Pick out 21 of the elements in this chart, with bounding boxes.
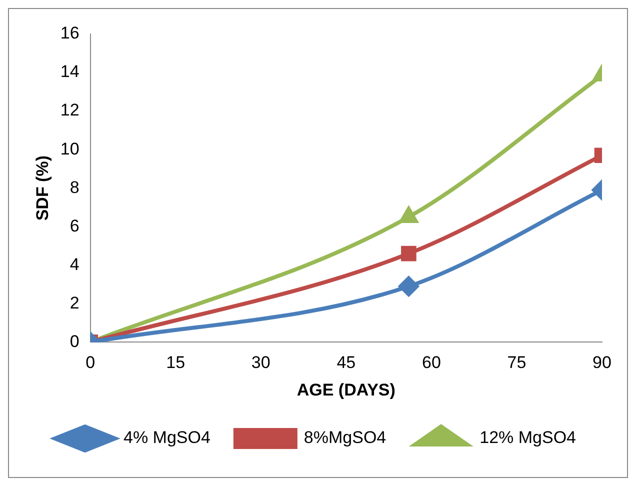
y-tick-label: 10 (60, 139, 80, 158)
y-axis-title: SDF (%) (32, 156, 52, 221)
y-tick-label: 4 (70, 254, 80, 274)
x-tick-label: 15 (166, 353, 186, 372)
x-tick-label: 75 (507, 353, 526, 372)
y-tick-label: 6 (70, 216, 80, 236)
y-tick-label: 0 (70, 332, 80, 351)
y-tick-label: 2 (70, 293, 80, 312)
y-tick-label: 14 (60, 62, 80, 82)
legend-label: 8%MgSO4 (304, 428, 386, 448)
legend-label: 12% MgSO4 (480, 428, 576, 448)
x-tick-label: 0 (86, 353, 96, 372)
x-tick-label: 60 (422, 353, 441, 372)
x-tick-label: 45 (336, 353, 356, 372)
x-tick-label: 90 (592, 353, 612, 372)
y-tick-label: 16 (60, 24, 80, 43)
legend-label: 4% MgSO4 (123, 428, 210, 448)
x-tick-label: 30 (251, 353, 270, 372)
y-tick-label: 12 (60, 100, 80, 120)
x-axis-title: AGE (DAYS) (296, 380, 396, 400)
y-tick-label: 8 (70, 178, 80, 197)
